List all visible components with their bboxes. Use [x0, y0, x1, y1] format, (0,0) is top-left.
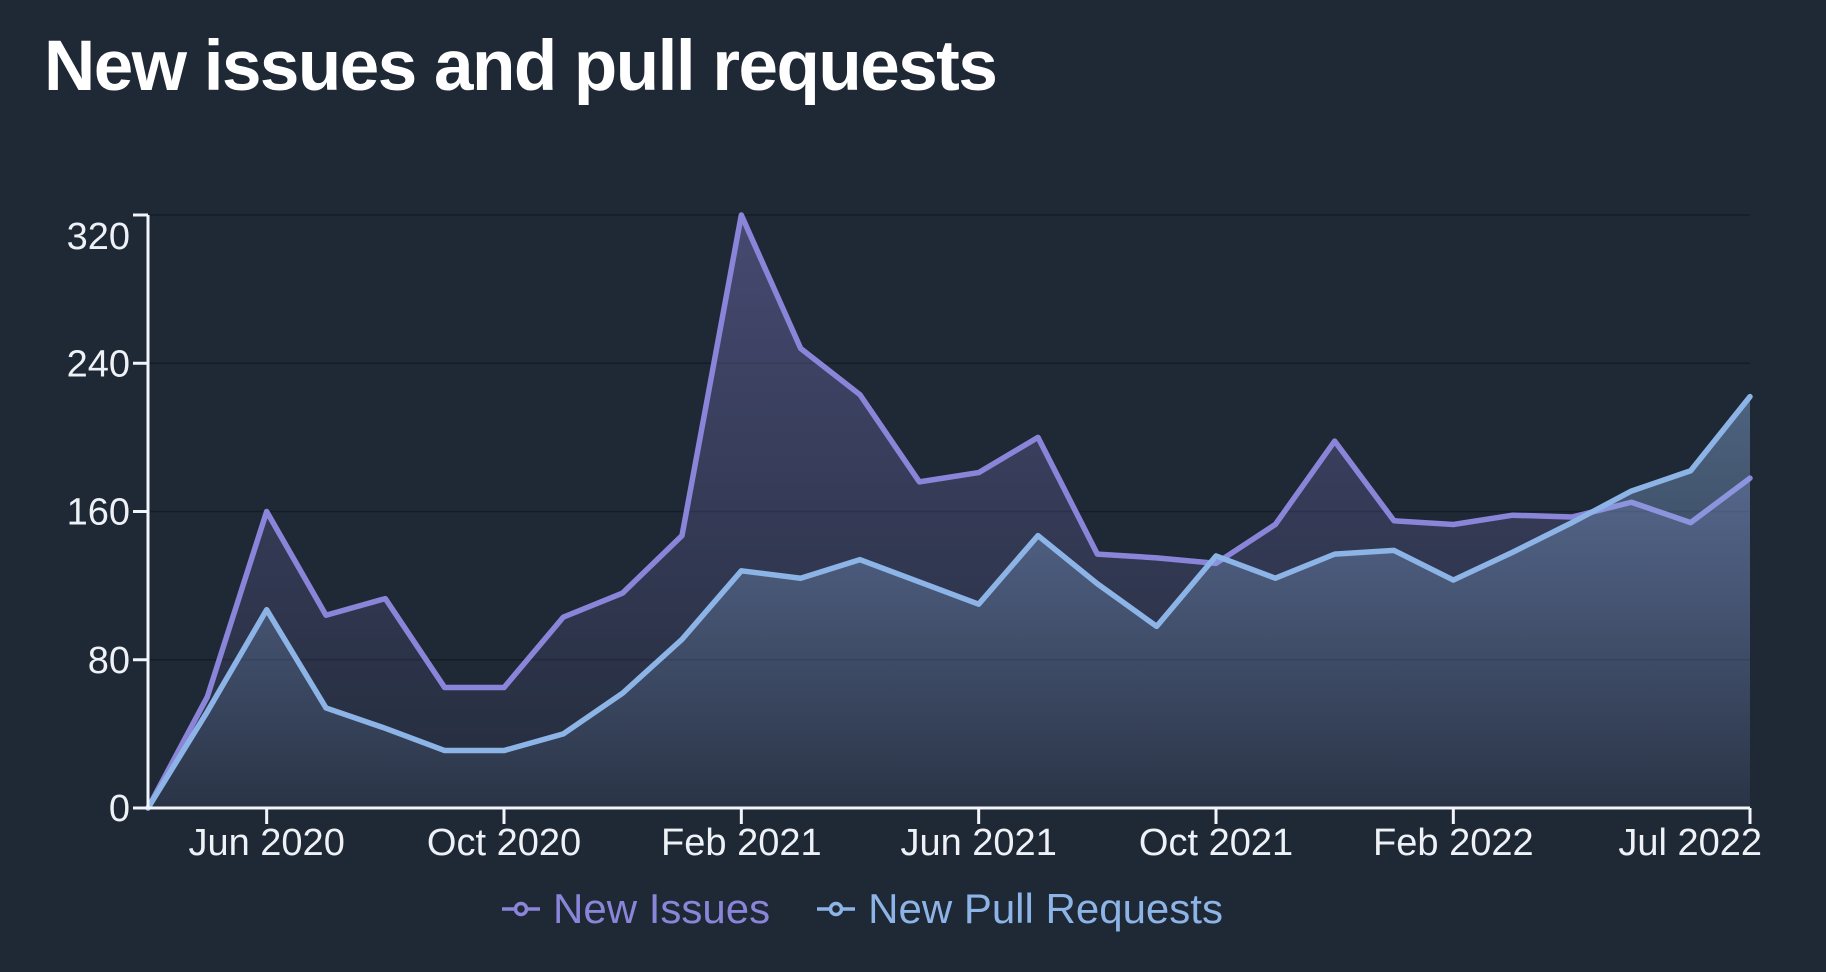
x-tick-label-jul-2022: Jul 2022 [1618, 822, 1762, 864]
legend-item-new-issues[interactable]: New Issues [501, 888, 770, 930]
legend-label-new-issues: New Issues [553, 885, 771, 932]
x-tick-label-jun-2020: Jun 2020 [188, 822, 344, 864]
legend-label-new-pull-requests: New Pull Requests [868, 885, 1223, 932]
y-tick-label-160: 160 [67, 492, 130, 534]
x-tick-label-feb-2022: Feb 2022 [1373, 822, 1534, 864]
x-tick-label-oct-2021: Oct 2021 [1139, 822, 1293, 864]
series-line-new-pull-requests [145, 393, 1753, 811]
y-tick-label-320: 320 [67, 216, 130, 258]
legend-item-new-pull-requests[interactable]: New Pull Requests [816, 888, 1223, 930]
chart-title: New issues and pull requests [44, 27, 998, 106]
legend: New Issues New Pull Requests [0, 888, 1775, 930]
x-tick-label-jun-2021: Jun 2021 [900, 822, 1056, 864]
y-tick-label-80: 80 [88, 640, 130, 682]
y-tick-label-240: 240 [67, 343, 130, 385]
x-tick-label-feb-2021: Feb 2021 [661, 822, 822, 864]
new-pull-requests-line-marker-icon [817, 901, 856, 917]
series-area-new-pull-requests [148, 396, 1750, 808]
new-issues-line-marker-icon [502, 901, 541, 917]
x-tick-label-oct-2020: Oct 2020 [427, 822, 581, 864]
y-tick-label-0: 0 [109, 788, 130, 830]
series-line-new-issues [145, 212, 1753, 811]
